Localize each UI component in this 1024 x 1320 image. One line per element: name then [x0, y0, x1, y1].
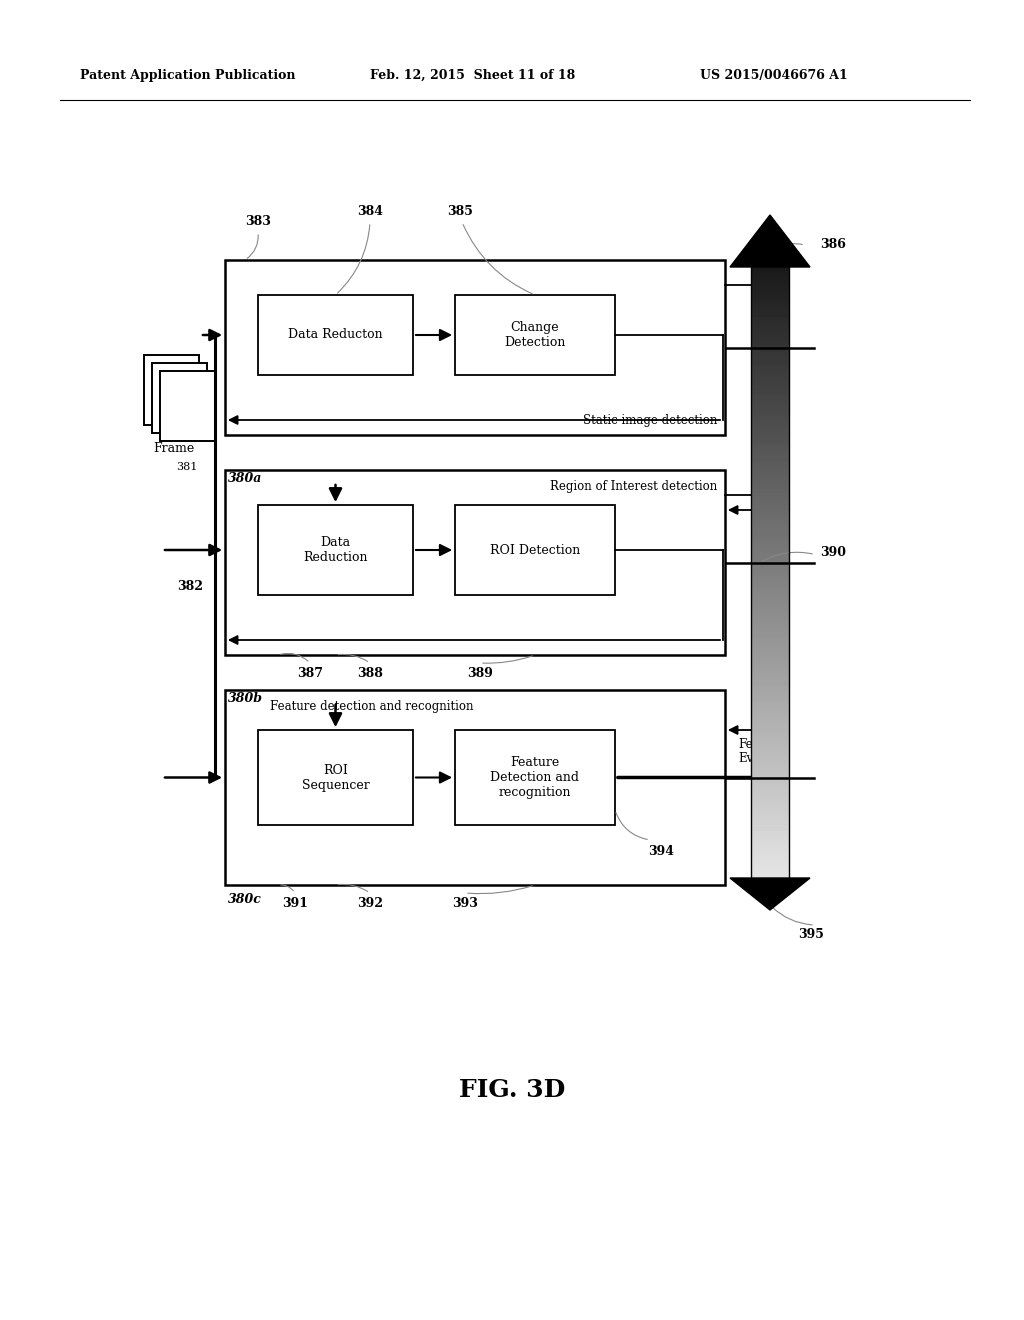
Bar — [225, 260, 725, 436]
Text: Patent Application Publication: Patent Application Publication — [80, 69, 296, 82]
Text: 395: 395 — [798, 928, 824, 941]
Bar — [160, 371, 215, 441]
Text: 393: 393 — [452, 898, 478, 909]
Text: Feature
Events: Feature Events — [738, 738, 784, 766]
Text: 391: 391 — [282, 898, 308, 909]
Text: Frame: Frame — [154, 442, 195, 455]
Text: 385: 385 — [447, 205, 473, 218]
Text: Data Reducton: Data Reducton — [288, 329, 383, 342]
Bar — [258, 730, 413, 825]
Text: 384: 384 — [357, 205, 383, 218]
Bar — [455, 506, 615, 595]
Text: Feature detection and recognition: Feature detection and recognition — [270, 700, 473, 713]
Bar — [144, 355, 199, 425]
Bar — [258, 506, 413, 595]
Text: 383: 383 — [245, 215, 271, 228]
Text: 390: 390 — [820, 546, 846, 558]
Text: 392: 392 — [357, 898, 383, 909]
Text: 387: 387 — [297, 667, 323, 680]
Text: ROI Detection: ROI Detection — [489, 544, 581, 557]
Bar — [751, 265, 790, 880]
Polygon shape — [730, 215, 810, 267]
Text: Change
Detection: Change Detection — [504, 321, 565, 348]
Bar — [225, 690, 725, 884]
Text: US 2015/0046676 A1: US 2015/0046676 A1 — [700, 69, 848, 82]
Bar — [225, 470, 725, 655]
Bar — [152, 363, 207, 433]
Text: 382: 382 — [177, 579, 203, 593]
Text: 388: 388 — [357, 667, 383, 680]
Bar — [455, 730, 615, 825]
Text: 380b: 380b — [228, 692, 263, 705]
Text: 389: 389 — [467, 667, 493, 680]
Text: Region of Interest detection: Region of Interest detection — [550, 480, 717, 492]
Text: 380a: 380a — [228, 473, 262, 484]
Bar — [455, 294, 615, 375]
Polygon shape — [730, 878, 810, 909]
Text: ROI
Sequencer: ROI Sequencer — [302, 763, 370, 792]
Text: Data
Reduction: Data Reduction — [303, 536, 368, 564]
Text: 386: 386 — [820, 239, 846, 252]
Text: Static image detection: Static image detection — [583, 414, 717, 426]
Text: 380c: 380c — [228, 894, 262, 906]
Text: Feature
Detection and
recognition: Feature Detection and recognition — [490, 756, 580, 799]
Bar — [258, 294, 413, 375]
Text: FIG. 3D: FIG. 3D — [459, 1078, 565, 1102]
Text: Feb. 12, 2015  Sheet 11 of 18: Feb. 12, 2015 Sheet 11 of 18 — [370, 69, 575, 82]
Text: 394: 394 — [648, 845, 674, 858]
Text: 381: 381 — [176, 462, 198, 473]
